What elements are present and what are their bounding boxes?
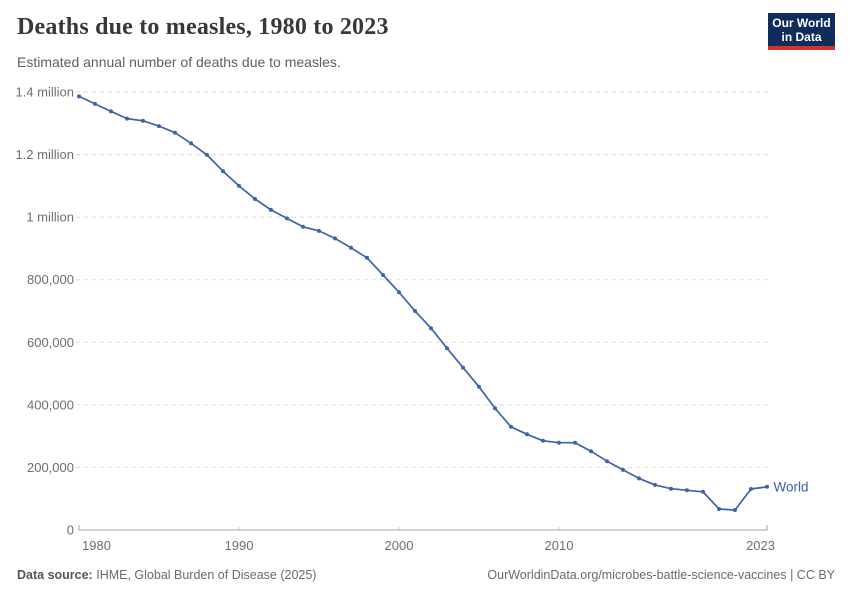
data-point-1982 [109,109,113,114]
x-tick-label: 2010 [545,538,574,553]
data-point-2001 [413,309,417,313]
page-title: Deaths due to measles, 1980 to 2023 [17,14,389,40]
data-point-2012 [589,449,593,454]
data-point-1981 [93,101,97,106]
y-tick-label: 600,000 [27,335,74,350]
y-tick-label: 0 [67,523,74,538]
footer-license: CC BY [796,568,835,582]
data-point-1988 [205,152,209,157]
x-tick-label: 1980 [82,538,111,553]
data-point-2014 [621,467,625,472]
data-point-1983 [125,116,129,121]
data-point-2015 [637,476,641,481]
data-point-2018 [685,488,689,493]
data-source: Data source: IHME, Global Burden of Dise… [17,568,316,582]
data-point-2006 [493,406,497,411]
footer-url-link[interactable]: OurWorldinData.org/microbes-battle-scien… [487,568,787,582]
data-point-1993 [285,216,289,221]
data-point-2000 [397,290,401,295]
data-point-2023 [765,484,769,489]
x-tick-label: 2023 [746,538,775,553]
data-point-1990 [237,183,241,188]
y-tick-label: 800,000 [27,272,74,287]
y-tick-label: 200,000 [27,460,74,475]
data-point-1994 [301,224,305,229]
data-point-1989 [221,169,225,174]
data-source-label: Data source: [17,568,93,582]
data-point-1998 [365,255,369,260]
data-point-2009 [541,438,545,443]
owid-logo[interactable]: Our World in Data [768,13,835,50]
data-point-2013 [605,459,609,464]
x-axis-line [78,525,768,531]
x-tick-label: 2000 [385,538,414,553]
data-point-2010 [557,440,561,445]
y-tick-label: 400,000 [27,397,74,412]
data-point-2020 [717,507,721,511]
footer-separator: | [786,568,797,582]
data-point-2003 [445,346,449,351]
data-point-1985 [157,124,161,129]
data-point-2016 [653,482,657,487]
data-point-1999 [381,273,385,277]
data-point-2007 [509,424,513,429]
data-point-2004 [461,365,465,370]
data-point-2017 [669,486,673,491]
chart-subtitle: Estimated annual number of deaths due to… [17,54,341,70]
data-point-2022 [749,487,753,491]
data-point-2005 [477,384,481,389]
data-source-text: IHME, Global Burden of Disease (2025) [96,568,317,582]
data-point-1986 [173,130,177,135]
data-point-2019 [701,489,705,494]
footer-credits: OurWorldinData.org/microbes-battle-scien… [487,568,835,582]
data-point-2011 [573,440,577,445]
data-point-2002 [429,326,433,331]
data-point-1995 [317,228,321,233]
data-point-1984 [141,118,145,123]
y-tick-label: 1 million [26,210,74,225]
data-point-2021 [733,508,737,512]
data-point-1992 [269,207,273,212]
data-point-1997 [349,245,353,250]
data-point-2008 [525,432,529,437]
y-tick-label: 1.4 million [15,85,74,100]
y-tick-label: 1.2 million [15,147,74,162]
series-label-world: World [774,479,809,494]
owid-logo-line1: Our World [772,15,831,30]
data-point-1980 [77,94,81,99]
data-point-1991 [253,197,257,201]
data-point-1987 [189,141,193,146]
data-point-1996 [333,236,337,241]
x-tick-label: 1990 [225,538,254,553]
world-line-series [78,95,768,511]
owid-logo-line2: in Data [781,29,822,44]
chart-footer: Data source: IHME, Global Burden of Dise… [17,568,835,582]
